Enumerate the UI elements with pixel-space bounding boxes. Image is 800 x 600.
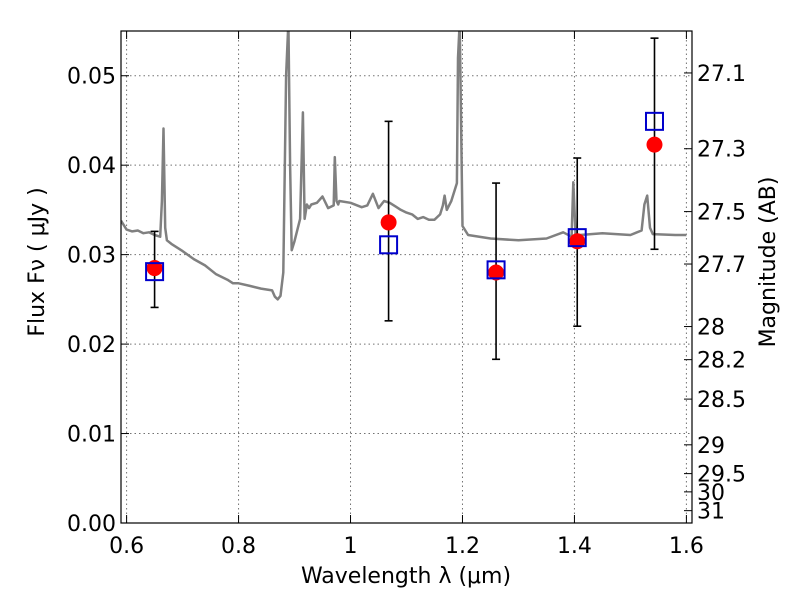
model-square (145, 262, 165, 282)
observed-point (380, 214, 397, 231)
right-tick-label: 29 (697, 434, 725, 459)
ticks-layer: 0.6 0.8 1 1.2 1.4 1.6 0.00 0.01 0.02 0.03 0.04 0.05… (67, 31, 746, 559)
squares-layer (145, 111, 664, 282)
model-square (486, 260, 506, 280)
plot-frame (120, 30, 693, 524)
y-axis-title: Flux Fν ( μJy ) (25, 187, 50, 336)
y-tick-label: 0.03 (67, 244, 116, 269)
model-square (567, 228, 587, 248)
x-tick-label: 1.4 (557, 534, 592, 559)
right-tick-label: 28 (697, 316, 725, 341)
errorbar-layer (150, 37, 659, 361)
right-tick-label: 27.7 (697, 253, 746, 278)
right-axis-title: Magnitude (AB) (756, 177, 781, 348)
y-tick-label: 0.01 (67, 423, 116, 448)
spectrum-line (121, 31, 687, 301)
grid-layer (121, 31, 692, 524)
y-tick-label: 0.02 (67, 333, 116, 358)
x-tick-label: 0.8 (221, 534, 256, 559)
x-tick-label: 1.2 (445, 534, 480, 559)
y-tick-label: 0.05 (67, 65, 116, 90)
right-tick-label: 27.1 (697, 62, 746, 87)
observed-point (646, 136, 663, 153)
model-square (644, 111, 664, 131)
x-tick-label: 1 (344, 534, 358, 559)
right-tick-label: 30 (697, 481, 725, 506)
y-tick-label: 0.00 (67, 512, 116, 537)
right-tick-label: 27.5 (697, 201, 746, 226)
x-axis-title: Wavelength λ (μm) (301, 564, 511, 589)
x-tick-label: 0.6 (109, 534, 144, 559)
right-tick-label: 28.5 (697, 388, 746, 413)
x-tick-label: 1.6 (669, 534, 704, 559)
points-layer (146, 136, 663, 281)
right-tick-label: 31 (697, 500, 725, 525)
model-square (379, 235, 399, 255)
right-tick-label: 28.2 (697, 349, 746, 374)
spectrum-layer (121, 31, 687, 301)
right-tick-label: 29.5 (697, 463, 746, 488)
y-tick-label: 0.04 (67, 154, 116, 179)
right-tick-label: 27.3 (697, 138, 746, 163)
